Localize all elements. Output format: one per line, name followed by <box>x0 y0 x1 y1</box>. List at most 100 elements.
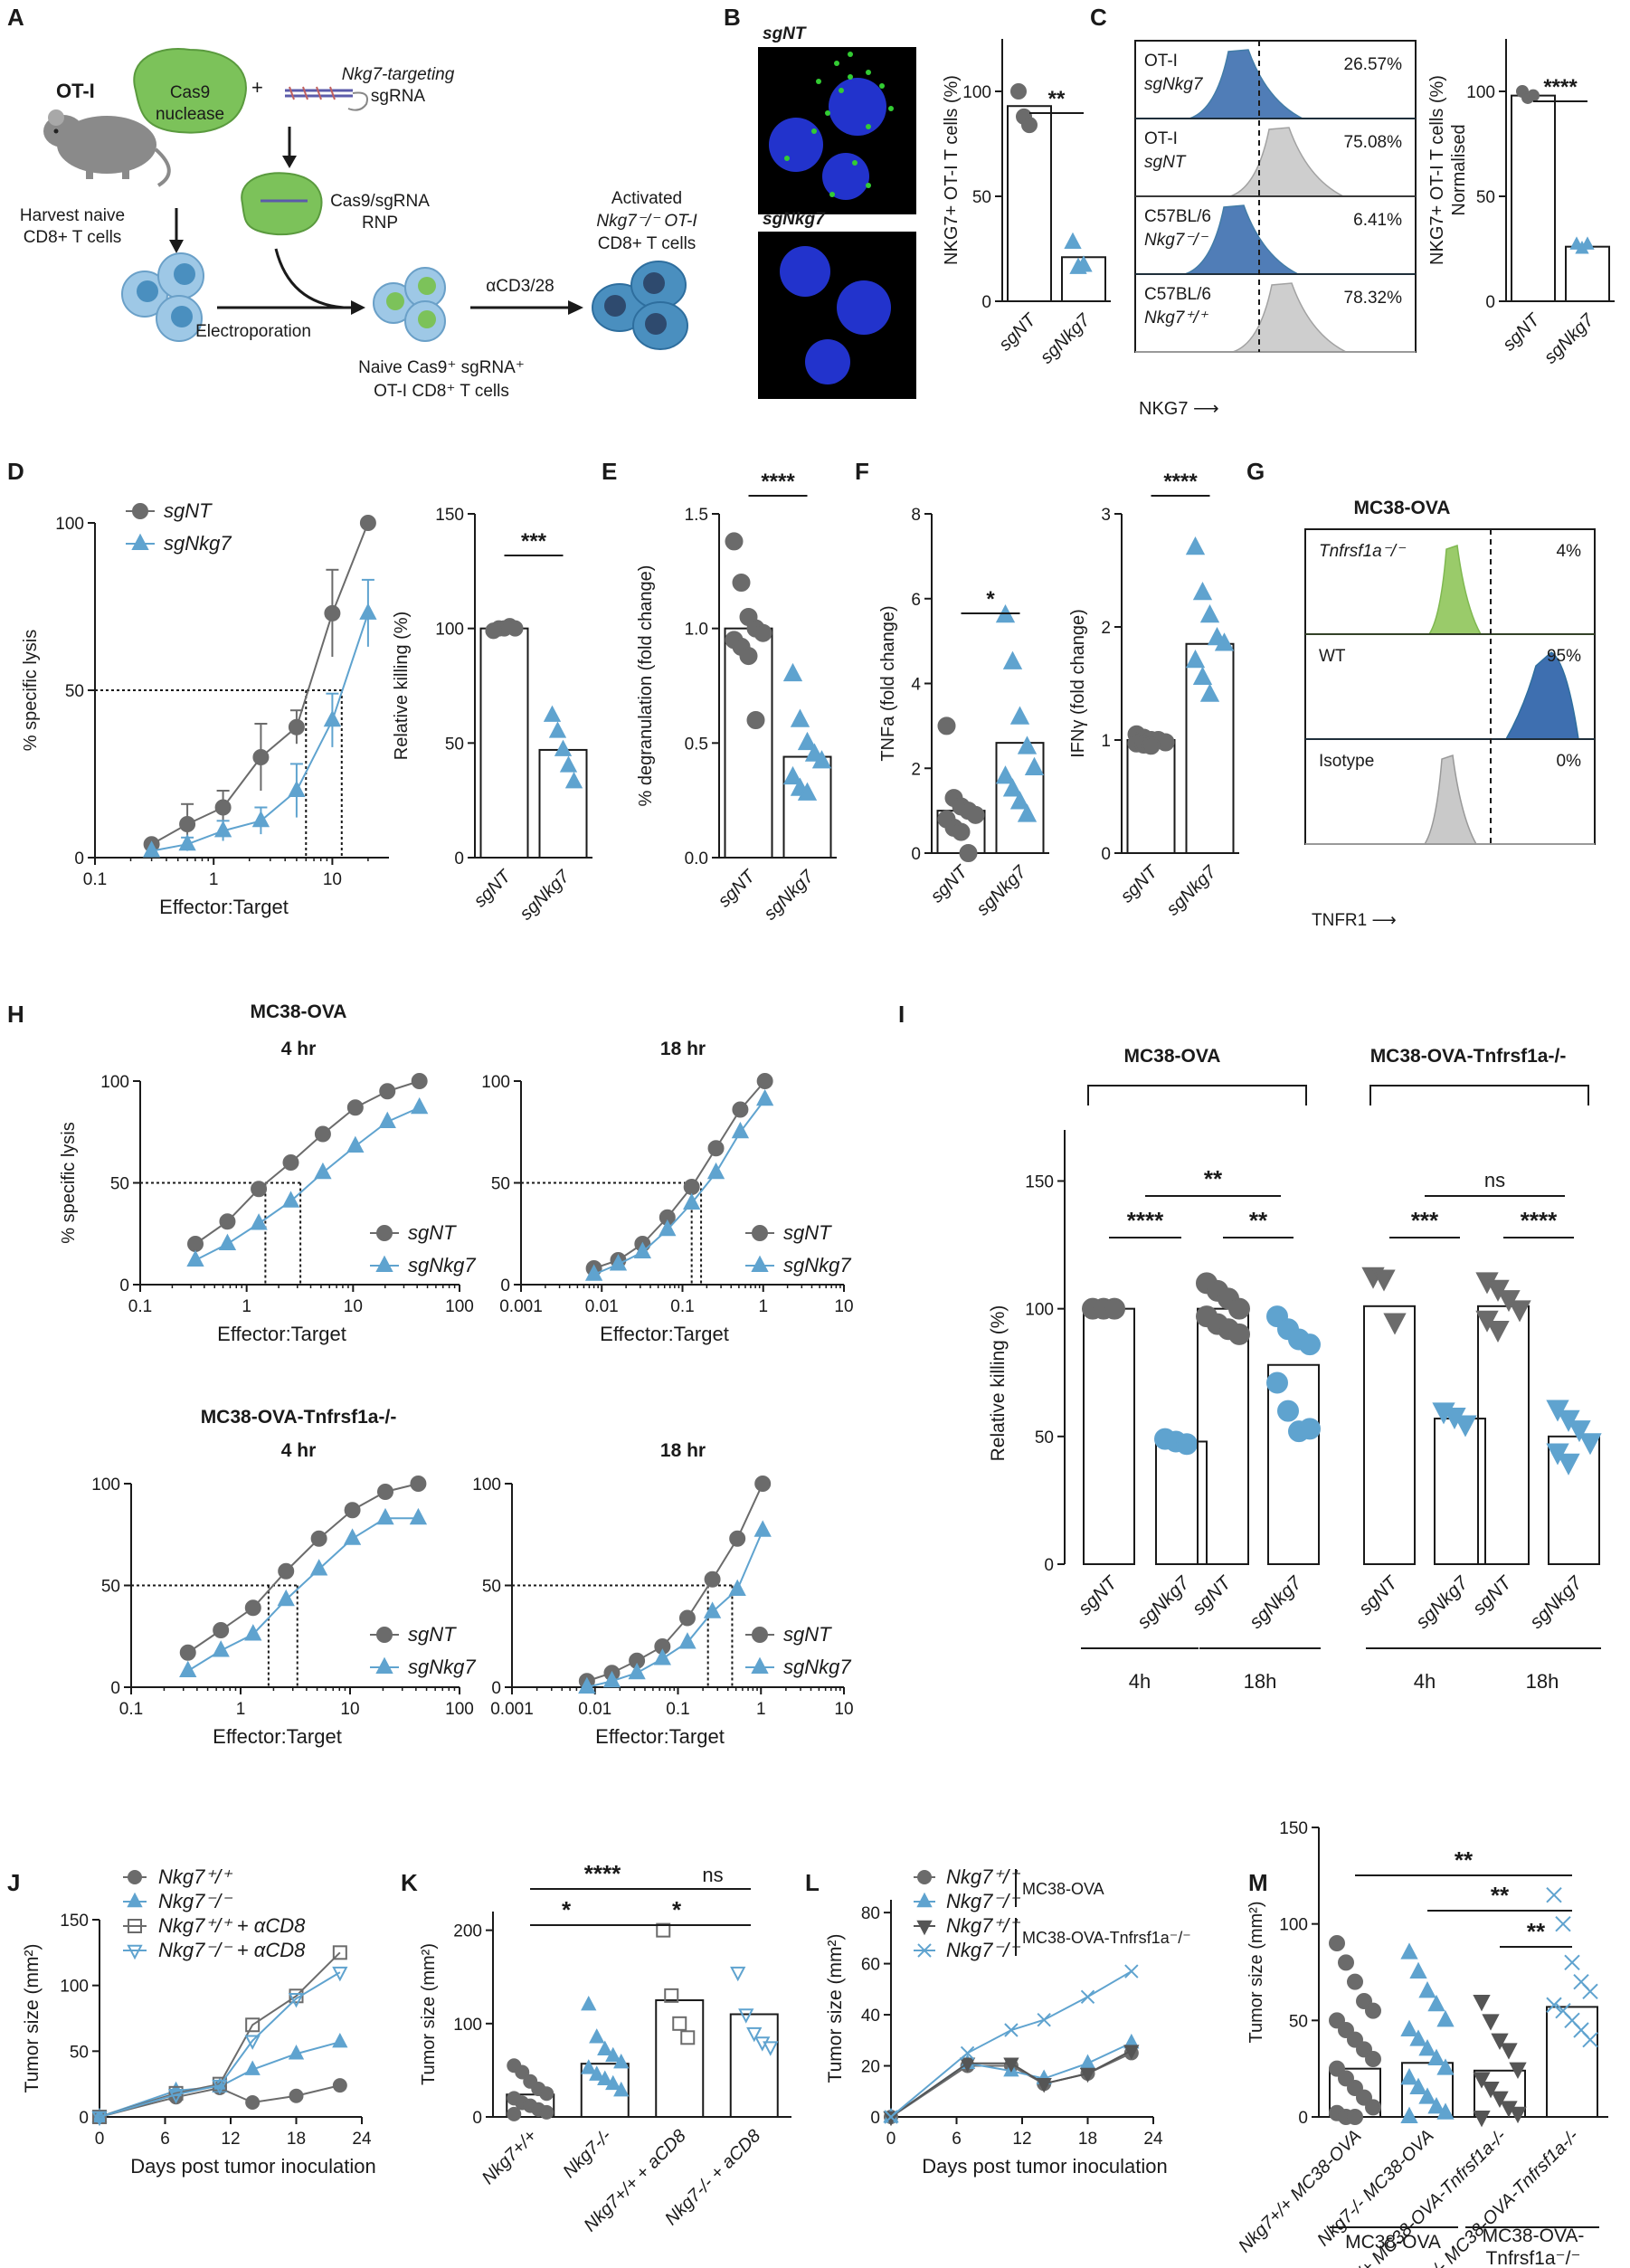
chart-I-cat-1: sgNkg7 <box>1133 1571 1195 1633</box>
chart-F1-ytick-label-1: 2 <box>911 760 921 779</box>
chart-I-cat-7: sgNkg7 <box>1526 1571 1587 1633</box>
chart-J-point-0-5 <box>332 2078 347 2093</box>
chart-H4-xtick-label-4: 10 <box>834 1700 853 1719</box>
chart-M-point-1-7 <box>1418 2038 1436 2056</box>
chart-F2: sgNT sgNkg7 IFNγ (fold change) **** <box>1068 470 1239 919</box>
chart-J-xtick-label-0: 0 <box>95 2130 105 2149</box>
chart-M-point-3-1 <box>1555 1915 1571 1932</box>
electroporated-cells <box>373 267 446 342</box>
chart-M-point-1-9 <box>1436 2058 1455 2075</box>
chart-D1-xtick-label-1: 1 <box>209 870 219 889</box>
chart-M-point-3-9-b <box>1582 2031 1598 2048</box>
chart-M-point-1-11 <box>1409 2077 1427 2094</box>
chart-D1-point-0-2 <box>214 799 232 816</box>
panel-letter-m: M <box>1248 1869 1268 1896</box>
arrow-head-rnp <box>282 156 297 168</box>
panel-letter-c: C <box>1090 4 1107 31</box>
chart-D1-point-1-4 <box>288 780 306 797</box>
chart-D2-ytick-label-2: 100 <box>435 621 464 640</box>
chart-B-ytick-label-2: 100 <box>962 83 991 102</box>
chart-D1-ytick-label-2: 100 <box>55 515 84 534</box>
chart-L-xtick-label-4: 24 <box>1143 2130 1163 2149</box>
chart-F1-bar-1 <box>995 742 1045 854</box>
chart-K-ytick-label-1: 100 <box>453 2016 482 2035</box>
chart-I-time-0: 4h <box>1129 1670 1151 1693</box>
h-title-bottom: MC38-OVA-Tnfrsf1a-/- <box>201 1407 397 1428</box>
h-sub-4hr-bottom: 4 hr <box>281 1440 317 1461</box>
g-title: MC38-OVA <box>1354 498 1451 518</box>
chart-I-point-1-2 <box>1176 1433 1198 1456</box>
chart-I-point-5-2 <box>1454 1415 1477 1438</box>
rnp-label-1: Cas9/sgRNA <box>330 192 430 211</box>
chart-H1-ytick-label-1: 50 <box>110 1175 129 1194</box>
chart-H3-point-0-2 <box>244 1599 261 1617</box>
chart-L-point-3-1 <box>960 2045 975 2061</box>
chart-M-bar-2 <box>1474 2069 1526 2119</box>
chart-H2-point-1-4 <box>683 1192 701 1210</box>
chart-J-point-3-3 <box>244 2035 261 2050</box>
g-xlabel: TNFR1 ⟶ <box>1312 911 1397 930</box>
chart-I-point-0-2 <box>1104 1297 1125 1320</box>
chart-E-yaxis: 0.0 0.5 1.0 1.5 <box>685 506 720 868</box>
chart-H2-legend-marker-0 <box>752 1225 768 1241</box>
chart-D2: sgNT sgNkg7 Relative killing (%) *** <box>392 529 592 924</box>
chart-H3-legend-label-0: sgNT <box>408 1623 457 1646</box>
chart-E-sig-0: **** <box>761 470 795 494</box>
g-hist-label-2: Isotype <box>1319 752 1374 771</box>
chart-J-series-1-line <box>99 2041 341 2118</box>
chart-M-point-1-2 <box>1418 1980 1436 1998</box>
chart-L-legend-group-1: MC38-OVA <box>1022 1880 1104 1898</box>
chart-F1-ytick-label-2: 4 <box>911 676 921 695</box>
c-hist-pct-3: 78.32% <box>1344 289 1403 308</box>
chart-M-point-0-14 <box>1365 2099 1381 2116</box>
chart-L-legend-group-2: MC38-OVA-Tnfrsf1a⁻/⁻ <box>1022 1929 1191 1947</box>
chart-H4-ytick-label-2: 100 <box>472 1476 501 1495</box>
chart-D1-point-1-2 <box>213 821 232 838</box>
chart-H3-legend-label-1: sgNkg7 <box>408 1656 476 1678</box>
chart-B-point-1-2 <box>1075 255 1093 272</box>
chart-C-ytick-label-0: 0 <box>1485 293 1495 312</box>
chart-M-point-3-1-b <box>1555 1915 1571 1932</box>
chart-L-ytick-label-1: 20 <box>861 2058 880 2077</box>
chart-F1-point-1-1 <box>1002 650 1023 669</box>
chart-L-legend-marker-2 <box>916 1920 933 1936</box>
chart-L-series-3-line <box>890 1970 1132 2118</box>
chart-L-ytick-label-4: 80 <box>861 1904 880 1923</box>
chart-H3-point-0-0 <box>179 1644 196 1661</box>
chart-J-point-1-4 <box>288 2045 305 2060</box>
chart-D2-point-1-0 <box>543 705 562 722</box>
chart-C-cat-0: sgNT <box>1499 309 1545 356</box>
chart-H3: 0 50 100 0.1 1 10 100 Effector:Target sgNT sgNkg7 <box>91 1476 476 1748</box>
chart-L-series-1-line <box>890 2042 1132 2118</box>
chart-M-point-2-5 <box>1473 2072 1491 2089</box>
chart-L-point-3-0-b <box>884 2110 898 2124</box>
chart-J-point-2-4 <box>289 1988 304 2004</box>
chart-J-point-1-3 <box>244 2060 261 2075</box>
chart-D2-sig-0: *** <box>521 529 547 554</box>
chart-E-point-0-0 <box>725 532 744 551</box>
panel-letters: A B C D E F G H I J K L M <box>7 4 1268 1896</box>
chart-M-bar-1 <box>1401 2062 1454 2118</box>
chart-E-point-1-7 <box>797 782 818 801</box>
chart-H3-point-1-3 <box>277 1589 295 1607</box>
chart-K-point-1-0 <box>581 1995 597 2011</box>
chart-M-point-2-6 <box>1482 2082 1500 2099</box>
chart-D1-xtick-label-0: 0.1 <box>83 870 107 889</box>
chart-D1-point-0-5 <box>324 604 341 622</box>
granule-dot-0 <box>834 61 839 66</box>
chart-M-point-0-9 <box>1365 2051 1381 2067</box>
chart-H4-xlabel: Effector:Target <box>595 1725 725 1748</box>
chart-H4: 0 50 100 0.001 0.01 0.1 1 10 Effector:Target sgNT… <box>472 1476 854 1748</box>
chart-H1-legend-marker-0 <box>376 1225 393 1241</box>
sgrna-label-1: Nkg7-targeting <box>342 65 455 84</box>
chart-B-ytick-label-0: 0 <box>981 293 991 312</box>
chart-L-point-3-5 <box>1124 1964 1139 1979</box>
chart-J-point-3-4 <box>288 1992 305 2008</box>
panel-g-histograms: Tnfrsf1a⁻/⁻ 4% WT 95% Isotype 0% <box>1304 528 1596 845</box>
chart-H2-point-1-0 <box>584 1264 603 1281</box>
chart-L-point-2-3 <box>1036 2078 1052 2093</box>
chart-I-time-3: 18h <box>1526 1670 1559 1693</box>
chart-M-point-3-6-b <box>1555 2002 1571 2019</box>
chart-I-ytick-label-2: 100 <box>1025 1301 1054 1320</box>
img2-label: sgNkg7 <box>763 210 826 229</box>
